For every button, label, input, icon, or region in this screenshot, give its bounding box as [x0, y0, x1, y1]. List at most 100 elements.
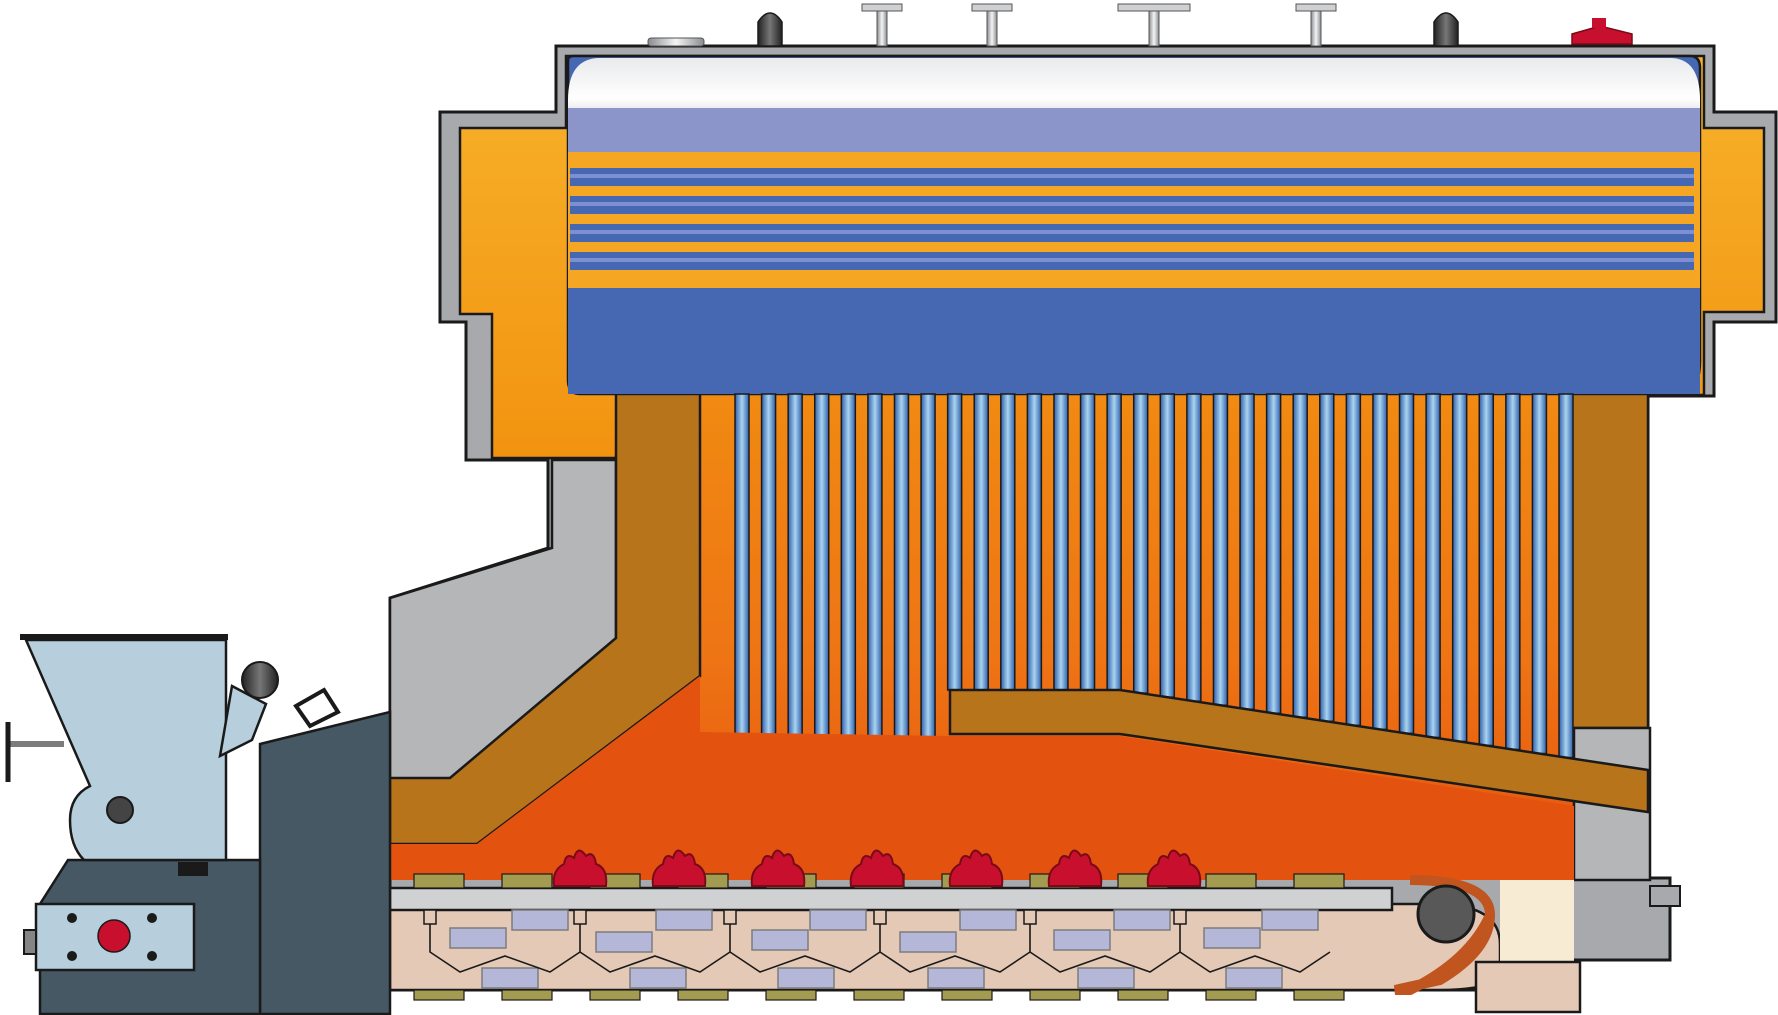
convection-tube [1186, 393, 1202, 702]
support-linkage [579, 924, 731, 973]
convection-tube [1000, 393, 1016, 691]
inspection-port [97, 919, 131, 953]
coal-feed-assembly [5, 634, 392, 1015]
grate-drive-sprocket [1416, 884, 1476, 944]
upper-drum [566, 54, 1702, 396]
convection-tube [813, 393, 830, 757]
grate-plate [1117, 989, 1169, 1001]
grate-plate [1029, 989, 1081, 1001]
coal-fire [750, 849, 806, 887]
valve-handwheel [861, 3, 903, 12]
convection-tube [973, 393, 989, 691]
right-refractory-lining [1566, 390, 1650, 730]
support-post [423, 909, 437, 925]
convection-tube [893, 393, 910, 757]
convection-tube [840, 393, 857, 757]
air-box [629, 967, 687, 989]
convection-tube [1292, 393, 1308, 719]
convection-tube [1079, 393, 1096, 691]
convection-tube [1239, 393, 1255, 710]
convection-tube [1026, 393, 1043, 691]
air-box [959, 909, 1017, 931]
grate-plate [1205, 989, 1257, 1001]
convection-tube [1159, 393, 1176, 698]
air-box [809, 909, 867, 931]
air-box [511, 909, 569, 931]
grate-plate [1293, 873, 1345, 889]
valve-handwheel [1117, 3, 1191, 12]
support-post [1023, 909, 1037, 925]
convection-tube [1372, 393, 1388, 731]
grate-plate [1293, 989, 1345, 1001]
safety-valve [757, 12, 783, 47]
air-box [449, 927, 507, 949]
convection-tube [920, 393, 936, 757]
grate-plate [413, 873, 465, 889]
coal-fire [1146, 849, 1202, 887]
air-box [1261, 909, 1319, 931]
valve-stem [986, 7, 998, 47]
pressure-gauge [1571, 25, 1633, 45]
flue-outlet [1649, 885, 1681, 907]
convection-tube [1212, 393, 1229, 706]
grate-plate [765, 989, 817, 1001]
support-linkage [879, 924, 1031, 973]
air-box [655, 909, 713, 931]
valve-handwheel [1295, 3, 1337, 12]
air-box [1225, 967, 1283, 989]
coal-fire [1047, 849, 1103, 887]
convection-tube [787, 393, 803, 757]
air-box [1113, 909, 1171, 931]
convection-tube [1398, 393, 1415, 735]
rear-arch-baffle [948, 688, 1650, 814]
convection-tube [1478, 393, 1495, 747]
convection-tube [1425, 393, 1441, 739]
convection-tube [1132, 393, 1149, 694]
convection-tube [1505, 393, 1521, 751]
convection-tube [760, 393, 777, 757]
coal-fire [552, 849, 608, 887]
convection-tube [1106, 393, 1122, 691]
convection-tube [1319, 393, 1335, 723]
air-box [751, 929, 809, 951]
air-box [899, 931, 957, 953]
coal-fire [849, 849, 905, 887]
valve-handwheel [971, 3, 1013, 12]
air-box [927, 967, 985, 989]
air-box [595, 931, 653, 953]
chain-grate [388, 849, 1582, 1014]
grate-plate [413, 989, 465, 1001]
grate-plate [941, 989, 993, 1001]
support-post [723, 909, 737, 925]
convection-tube [1265, 393, 1282, 715]
valve-stem [1310, 7, 1322, 47]
air-box [481, 967, 539, 989]
drum-fittings [647, 3, 1633, 47]
drum-water-section [568, 288, 1700, 394]
convection-tube [1451, 393, 1468, 743]
valve-stem [1148, 7, 1160, 47]
support-linkage [1179, 924, 1331, 973]
support-linkage [429, 924, 581, 973]
coal-fire [948, 849, 1004, 887]
convection-tube [1053, 393, 1069, 691]
valve-stem [876, 7, 888, 47]
coal-hopper [24, 638, 228, 862]
safety-valve [1433, 12, 1459, 47]
feed-handwheel [241, 661, 279, 699]
air-box [1053, 929, 1111, 951]
grate-plate [677, 989, 729, 1001]
combustion-zone [390, 676, 1574, 880]
grate-plate [501, 873, 553, 889]
grate-plate [501, 989, 553, 1001]
support-post [873, 909, 887, 925]
support-post [573, 909, 587, 925]
stoker-frame [258, 710, 392, 1015]
convection-tube-bank [734, 393, 1574, 759]
convection-tube [734, 393, 750, 757]
support-post [1173, 909, 1187, 925]
convection-tube [1558, 393, 1574, 759]
grate-plate [853, 989, 905, 1001]
manhole-cover [647, 37, 705, 47]
convection-tube [867, 393, 883, 757]
